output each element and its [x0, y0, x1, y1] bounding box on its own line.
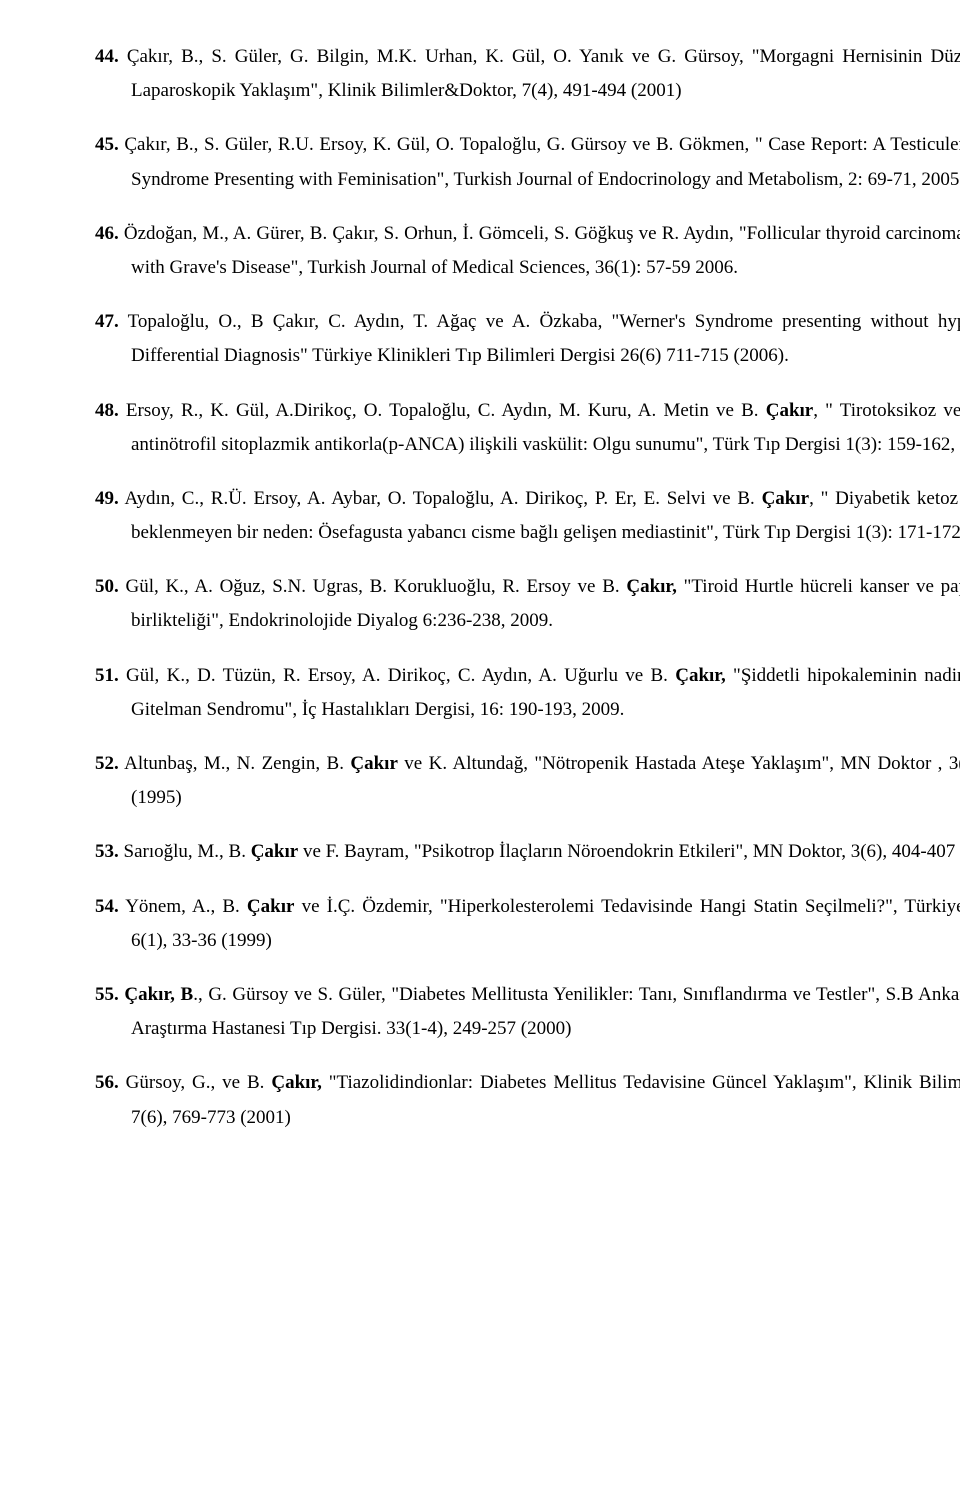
reference-entry: 44. Çakır, B., S. Güler, G. Bilgin, M.K.…	[95, 40, 960, 108]
reference-entry: 54. Yönem, A., B. Çakır ve İ.Ç. Özdemir,…	[95, 890, 960, 958]
reference-entry: 53. Sarıoğlu, M., B. Çakır ve F. Bayram,…	[95, 835, 960, 869]
reference-entry: 49. Aydın, C., R.Ü. Ersoy, A. Aybar, O. …	[95, 482, 960, 550]
reference-entry: 56. Gürsoy, G., ve B. Çakır, "Tiazolidin…	[95, 1066, 960, 1134]
reference-entry: 52. Altunbaş, M., N. Zengin, B. Çakır ve…	[95, 747, 960, 815]
reference-entry: 46. Özdoğan, M., A. Gürer, B. Çakır, S. …	[95, 217, 960, 285]
reference-list: 44. Çakır, B., S. Güler, G. Bilgin, M.K.…	[95, 40, 960, 1135]
reference-entry: 50. Gül, K., A. Oğuz, S.N. Ugras, B. Kor…	[95, 570, 960, 638]
reference-entry: 47. Topaloğlu, O., B Çakır, C. Aydın, T.…	[95, 305, 960, 373]
reference-entry: 45. Çakır, B., S. Güler, R.U. Ersoy, K. …	[95, 128, 960, 196]
reference-entry: 51. Gül, K., D. Tüzün, R. Ersoy, A. Diri…	[95, 659, 960, 727]
reference-entry: 48. Ersoy, R., K. Gül, A.Dirikoç, O. Top…	[95, 394, 960, 462]
reference-entry: 55. Çakır, B., G. Gürsoy ve S. Güler, "D…	[95, 978, 960, 1046]
